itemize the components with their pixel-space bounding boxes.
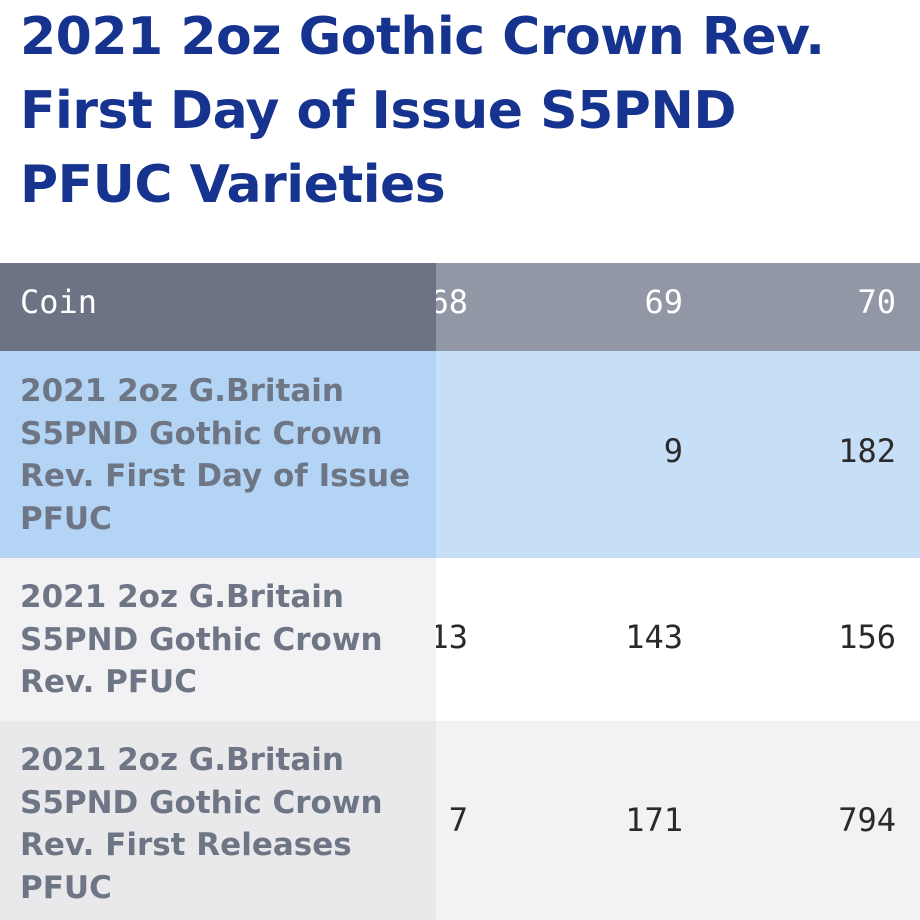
grade-70-header[interactable]: 70 bbox=[857, 283, 896, 321]
coin-name-cell: 2021 2oz G.Britain S5PND Gothic Crown Re… bbox=[0, 351, 436, 558]
grade-68-count: 7 bbox=[448, 801, 468, 839]
table-row[interactable]: 2021 2oz G.Britain S5PND Gothic Crown Re… bbox=[0, 558, 920, 721]
coin-header-cell[interactable]: Coin bbox=[0, 263, 436, 351]
table-row[interactable]: 2021 2oz G.Britain S5PND Gothic Crown Re… bbox=[0, 351, 920, 558]
page-title: 2021 2oz Gothic Crown Rev. First Day of … bbox=[20, 7, 825, 215]
coin-name-cell: 2021 2oz G.Britain S5PND Gothic Crown Re… bbox=[0, 721, 436, 920]
grade-69-count: 171 bbox=[625, 801, 683, 839]
grade-70-count: 182 bbox=[838, 432, 896, 470]
grade-69-count: 9 bbox=[663, 432, 683, 470]
coin-name[interactable]: 2021 2oz G.Britain S5PND Gothic Crown Re… bbox=[20, 742, 383, 906]
varieties-table[interactable]: Coin 68 69 70 2021 2oz G.Britain S5PND G… bbox=[0, 263, 920, 920]
grade-69-count: 143 bbox=[625, 618, 683, 656]
coin-name[interactable]: 2021 2oz G.Britain S5PND Gothic Crown Re… bbox=[20, 579, 383, 700]
table-header-row: Coin 68 69 70 bbox=[0, 263, 920, 351]
coin-name-cell: 2021 2oz G.Britain S5PND Gothic Crown Re… bbox=[0, 558, 436, 721]
grade-70-count: 156 bbox=[838, 618, 896, 656]
grade-69-header[interactable]: 69 bbox=[644, 283, 683, 321]
coin-name[interactable]: 2021 2oz G.Britain S5PND Gothic Crown Re… bbox=[20, 373, 411, 537]
grade-70-count: 794 bbox=[838, 801, 896, 839]
table-row[interactable]: 2021 2oz G.Britain S5PND Gothic Crown Re… bbox=[0, 721, 920, 920]
coin-column-header[interactable]: Coin bbox=[20, 283, 98, 321]
